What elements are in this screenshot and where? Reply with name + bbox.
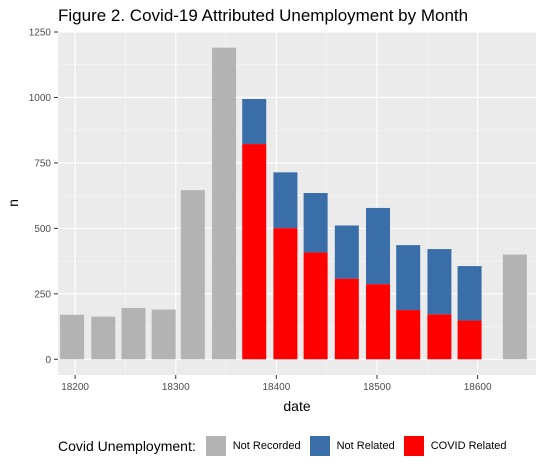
bar-not-recorded [151, 309, 176, 360]
bar-covid-related [242, 144, 267, 360]
bar-not-recorded [121, 307, 146, 360]
legend-key-not-recorded [205, 436, 226, 456]
x-tick-label: 18300 [162, 382, 190, 393]
bar-covid-related [427, 314, 452, 360]
legend-item-covid-related: COVID Related [403, 436, 507, 456]
bar-not-related [457, 266, 482, 321]
legend-item-not-related: Not Related [309, 436, 395, 456]
legend-key-covid-related [403, 436, 424, 456]
x-tick-label: 18200 [61, 382, 89, 393]
y-axis: 0 250 500 750 1000 1250 [29, 28, 58, 366]
bar-not-recorded [91, 316, 116, 360]
legend-title: Covid Unemployment: [58, 438, 196, 454]
bars-layer [60, 47, 527, 360]
y-tick-label: 250 [34, 289, 51, 300]
legend-key-not-related [309, 436, 330, 456]
bar-covid-related [366, 284, 391, 360]
bar-not-recorded [502, 254, 527, 360]
x-tick-label: 18500 [363, 382, 391, 393]
y-tick-label: 500 [34, 224, 51, 235]
x-axis: 18200 18300 18400 18500 18600 [61, 375, 492, 393]
x-tick-label: 18600 [464, 382, 492, 393]
bar-not-related [273, 172, 298, 229]
chart-title: Figure 2. Covid-19 Attributed Unemployme… [58, 6, 469, 25]
chart-svg: 18200 18300 18400 18500 18600 0 250 500 750 1000… [5, 28, 536, 414]
y-tick-label: 1000 [29, 93, 52, 104]
bar-covid-related [334, 278, 359, 360]
bar-not-recorded [180, 190, 205, 360]
bar-not-related [334, 225, 359, 279]
bar-not-related [396, 245, 421, 311]
y-tick-label: 750 [34, 158, 51, 169]
bar-not-related [303, 193, 328, 253]
bar-not-related [242, 99, 267, 145]
bar-not-recorded [212, 47, 237, 360]
bar-not-related [427, 249, 452, 315]
legend-label-not-recorded: Not Recorded [232, 440, 301, 452]
bar-covid-related [396, 310, 421, 360]
legend-label-not-related: Not Related [336, 440, 395, 452]
bar-not-recorded [60, 314, 85, 360]
x-axis-label: date [283, 398, 310, 414]
legend-item-not-recorded: Not Recorded [205, 436, 301, 456]
bar-covid-related [303, 252, 328, 360]
legend: Covid Unemployment: Not Recorded Not Rel… [58, 434, 516, 458]
bar-covid-related [457, 320, 482, 360]
y-axis-label: n [5, 199, 21, 207]
y-tick-label: 1250 [29, 28, 52, 39]
legend-label-covid-related: COVID Related [430, 440, 507, 452]
bar-not-related [366, 207, 391, 285]
bar-covid-related [273, 228, 298, 360]
x-tick-label: 18400 [262, 382, 290, 393]
y-tick-label: 0 [45, 355, 51, 366]
